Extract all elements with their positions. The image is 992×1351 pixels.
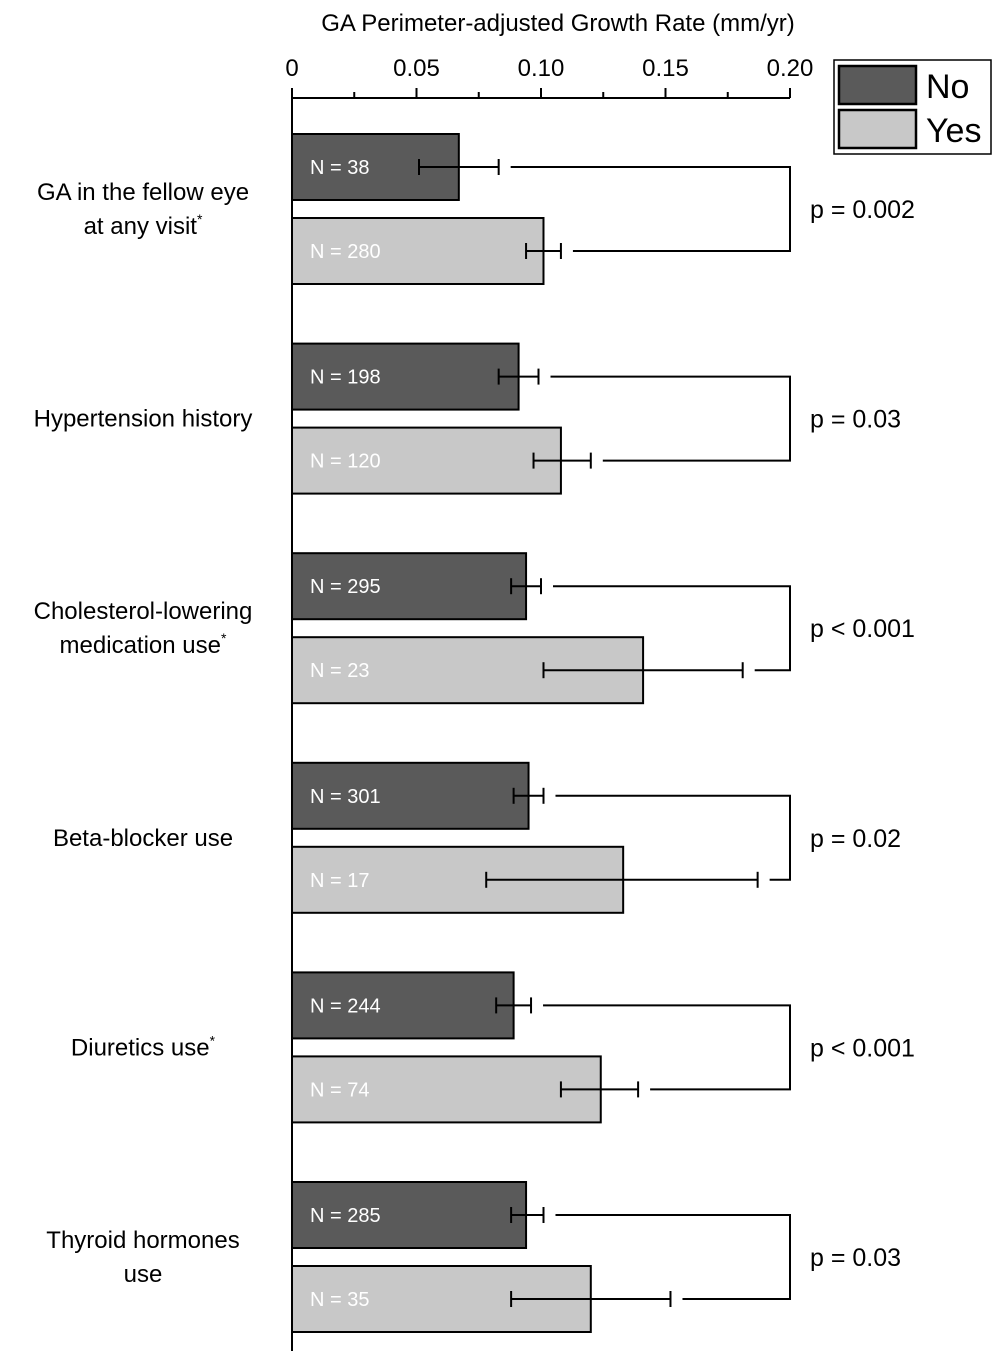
p-value-label: p = 0.002	[810, 196, 915, 224]
bar-n-label: N = 38	[310, 157, 369, 179]
bar-n-label: N = 23	[310, 660, 369, 682]
x-tick-label: 0.05	[393, 55, 440, 82]
bar-n-label: N = 301	[310, 786, 381, 808]
category-label: medication use*	[60, 630, 227, 659]
bar-n-label: N = 285	[310, 1205, 381, 1227]
category-label-text: Beta-blocker use	[53, 825, 233, 852]
bar-n-label: N = 17	[310, 870, 369, 892]
bar-no	[291, 761, 530, 830]
legend: No Yes	[833, 59, 992, 155]
category-label: use	[124, 1261, 163, 1288]
significance-bracket	[553, 585, 791, 672]
bar-n-label: N = 198	[310, 367, 381, 389]
x-tick-label: 0	[285, 55, 298, 82]
legend-swatch-no	[837, 64, 918, 106]
category-label: Hypertension history	[34, 406, 253, 433]
category-label-text: use	[124, 1261, 163, 1288]
x-tick-label: 0.10	[518, 55, 565, 82]
p-value-label: p < 0.001	[810, 1034, 915, 1062]
asterisk-marker: *	[197, 211, 203, 227]
p-value-label: p = 0.03	[810, 406, 901, 434]
x-tick-label: 0.15	[642, 55, 689, 82]
bars-layer: N = 38 N = 280 p = 0.002 GA in the fellow e…	[34, 133, 915, 1333]
bar-no	[291, 342, 520, 411]
bar-n-label: N = 74	[310, 1079, 369, 1101]
bar-yes	[291, 217, 545, 285]
category-label-text: Hypertension history	[34, 406, 253, 433]
category-label: at any visit*	[84, 211, 203, 240]
p-value-label: p < 0.001	[810, 615, 915, 643]
category-label: GA in the fellow eye	[37, 179, 249, 206]
x-axis-title: GA Perimeter-adjusted Growth Rate (mm/yr…	[321, 10, 794, 37]
bar-n-label: N = 280	[310, 241, 381, 263]
legend-label: Yes	[926, 112, 981, 150]
significance-bracket	[555, 794, 791, 881]
category-label-text: Cholesterol-lowering	[34, 598, 253, 625]
axis-layer: 0 0.05 0.10 0.15 0.20	[285, 55, 813, 1351]
category-label-text: Diuretics use	[71, 1034, 210, 1061]
category-label: Diuretics use*	[71, 1032, 216, 1061]
x-tick-label: 0.20	[767, 55, 814, 82]
category-label-text: medication use	[60, 632, 221, 659]
significance-bracket	[510, 166, 791, 252]
significance-bracket	[543, 1004, 791, 1091]
category-label-text: Thyroid hormones	[46, 1227, 239, 1254]
category-label: Thyroid hormones	[46, 1227, 239, 1254]
bar-n-label: N = 244	[310, 995, 381, 1017]
legend-label: No	[926, 68, 969, 106]
category-label-text: at any visit	[84, 213, 198, 240]
category-label: Cholesterol-lowering	[34, 598, 253, 625]
asterisk-marker: *	[210, 1032, 216, 1048]
bar-n-label: N = 295	[310, 576, 381, 598]
significance-bracket	[555, 1214, 791, 1300]
bar-n-label: N = 120	[310, 451, 381, 473]
category-label-text: GA in the fellow eye	[37, 179, 249, 206]
bar-yes	[291, 1055, 602, 1124]
asterisk-marker: *	[221, 630, 227, 646]
category-label: Beta-blocker use	[53, 825, 233, 852]
bar-n-label: N = 35	[310, 1289, 369, 1311]
significance-bracket	[550, 375, 791, 462]
p-value-label: p = 0.02	[810, 825, 901, 853]
legend-swatch-yes	[837, 108, 918, 150]
p-value-label: p = 0.03	[810, 1244, 901, 1272]
bar-yes	[291, 426, 562, 495]
